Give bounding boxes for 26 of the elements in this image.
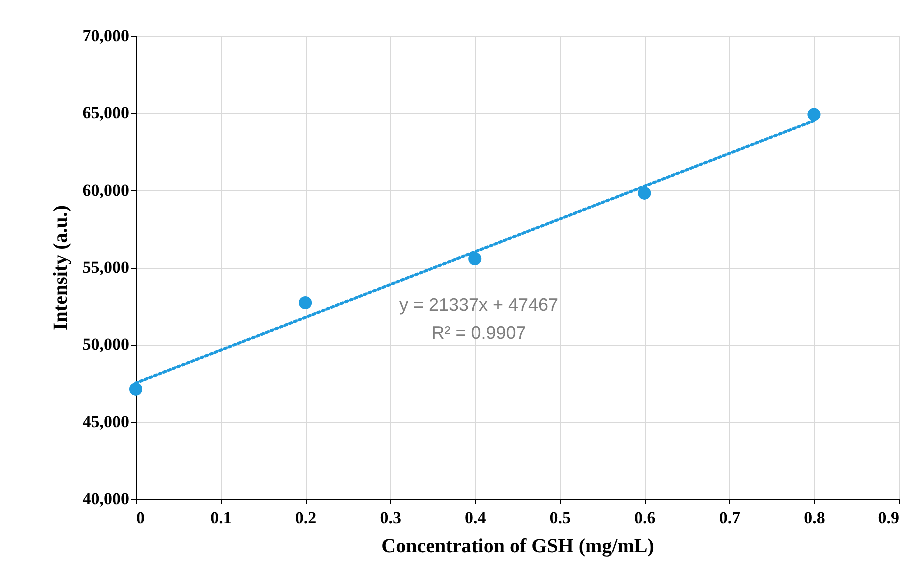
point: [129, 382, 143, 396]
point: [638, 186, 652, 200]
x-tick-label: 0.9: [878, 508, 900, 528]
point: [299, 296, 312, 310]
y-tick-label: 65,000: [82, 104, 130, 123]
point: [808, 108, 821, 122]
y-tick-label: 50,000: [82, 335, 130, 354]
y-axis-title: Intensity (a.u.): [50, 205, 72, 331]
x-tick-label: 0.6: [634, 508, 656, 528]
point: [468, 252, 482, 266]
x-tick-label: 0: [136, 508, 145, 528]
x-tick-label: 0.5: [550, 508, 572, 528]
x-tick-label: 0.1: [210, 508, 232, 528]
y-tick-label: 45,000: [82, 412, 130, 432]
y-tick-label: 40,000: [82, 490, 130, 508]
y-tick-label: 55,000: [82, 258, 130, 277]
x-tick-label: 0.4: [464, 508, 487, 528]
x-tick-label: 0.3: [380, 508, 402, 528]
annotation: y = 21337x + 47467: [399, 295, 559, 315]
x-tick-label: 0.2: [295, 508, 317, 528]
x-tick-label: 0.8: [804, 508, 826, 528]
x-axis-title: Concentration of GSH (mg/mL): [382, 536, 654, 558]
x-tick-label: 0.7: [719, 508, 742, 528]
y-tick-label: 70,000: [82, 26, 130, 46]
y-tick-label: 60,000: [82, 180, 130, 200]
annotation: R² = 0.9907: [432, 323, 526, 343]
